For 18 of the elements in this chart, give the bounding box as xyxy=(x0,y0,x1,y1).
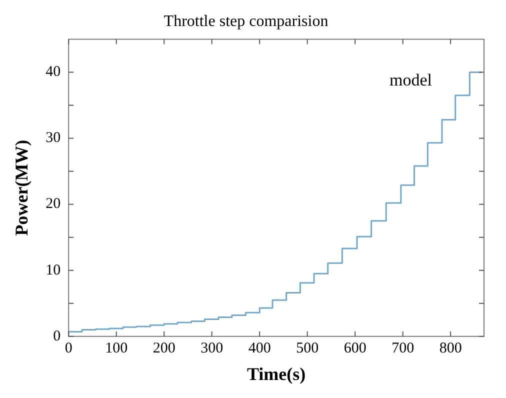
x-tick-label: 600 xyxy=(344,340,366,356)
y-axis-title: Power(MW) xyxy=(11,140,32,236)
annotation: model xyxy=(390,70,432,90)
x-tick-label: 400 xyxy=(248,340,271,356)
x-tick-label: 100 xyxy=(105,340,128,356)
x-tick-label: 800 xyxy=(439,340,462,356)
x-tick-label: 700 xyxy=(392,340,414,356)
y-tick-label: 10 xyxy=(46,262,61,278)
y-tick-label: 30 xyxy=(46,130,61,146)
chart-title: Throttle step comparision xyxy=(164,12,328,30)
x-tick-label: 500 xyxy=(296,340,319,356)
y-tick-label: 0 xyxy=(53,328,61,344)
x-axis-title: Time(s) xyxy=(246,364,306,384)
x-tick-label: 300 xyxy=(200,340,224,356)
y-tick-label: 40 xyxy=(46,64,61,80)
x-tick-label: 200 xyxy=(152,340,176,356)
x-tick-label: 0 xyxy=(64,340,72,356)
y-tick-label: 20 xyxy=(46,196,61,212)
